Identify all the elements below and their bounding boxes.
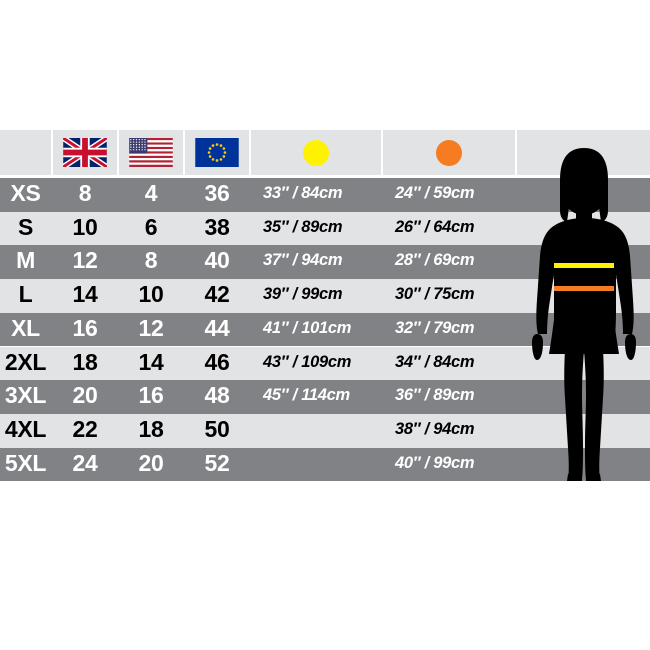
table-cell-size: XL — [0, 312, 51, 344]
column-header-uk — [53, 130, 117, 175]
table-cell-chest: 45″ / 114cm — [251, 380, 381, 412]
column-header-eu — [185, 130, 249, 175]
table-cell-size: 5XL — [0, 447, 51, 479]
table-cell-size: 3XL — [0, 380, 51, 412]
uk-flag-icon — [63, 138, 107, 167]
table-cell-eu: 52 — [185, 447, 249, 479]
table-cell-us: 8 — [119, 245, 183, 277]
table-cell-uk: 8 — [53, 178, 117, 210]
table-cell-chest: 37″ / 94cm — [251, 245, 381, 277]
table-cell-chest: 41″ / 101cm — [251, 312, 381, 344]
table-cell-uk: 12 — [53, 245, 117, 277]
table-cell-us: 20 — [119, 447, 183, 479]
column-header-chest — [251, 130, 381, 175]
table-cell-us: 6 — [119, 211, 183, 243]
table-cell-waist: 34″ / 84cm — [383, 346, 515, 378]
yellow-dot-icon — [303, 139, 329, 166]
table-cell-size: XS — [0, 178, 51, 210]
table-cell-size: 4XL — [0, 413, 51, 446]
table-cell-eu: 42 — [185, 279, 249, 311]
table-cell-waist: 30″ / 75cm — [383, 279, 515, 311]
table-cell-eu: 50 — [185, 413, 249, 446]
eu-flag-icon — [195, 138, 239, 167]
column-header-size — [0, 130, 51, 175]
table-cell-us: 10 — [119, 279, 183, 311]
table-cell-chest — [251, 413, 381, 446]
table-cell-uk: 24 — [53, 447, 117, 479]
table-cell-size: 2XL — [0, 346, 51, 378]
table-cell-chest: 39″ / 99cm — [251, 279, 381, 311]
table-cell-eu: 44 — [185, 312, 249, 344]
table-cell-size: S — [0, 211, 51, 243]
table-cell-us: 14 — [119, 346, 183, 378]
table-cell-size: L — [0, 279, 51, 311]
us-flag-icon — [129, 138, 173, 167]
table-cell-eu: 36 — [185, 178, 249, 210]
table-cell-uk: 18 — [53, 346, 117, 378]
table-cell-eu: 48 — [185, 380, 249, 412]
column-header-us — [119, 130, 183, 175]
female-body-silhouette — [518, 130, 650, 481]
table-cell-waist: 28″ / 69cm — [383, 245, 515, 277]
table-cell-uk: 10 — [53, 211, 117, 243]
size-chart: XS 8 4 36 33″ / 84cm 24″ / 59cm S 10 6 38 35″ / 89… — [0, 130, 650, 482]
table-cell-eu: 38 — [185, 211, 249, 243]
table-cell-waist: 36″ / 89cm — [383, 380, 515, 412]
table-cell-us: 4 — [119, 178, 183, 210]
table-cell-waist: 24″ / 59cm — [383, 178, 515, 210]
table-cell-waist: 40″ / 99cm — [383, 447, 515, 479]
table-cell-eu: 40 — [185, 245, 249, 277]
chest-measure-line — [554, 263, 614, 268]
table-cell-chest: 35″ / 89cm — [251, 211, 381, 243]
table-cell-us: 16 — [119, 380, 183, 412]
table-cell-uk: 22 — [53, 413, 117, 446]
table-cell-uk: 16 — [53, 312, 117, 344]
column-header-waist — [383, 130, 515, 175]
table-cell-uk: 14 — [53, 279, 117, 311]
table-cell-waist: 32″ / 79cm — [383, 312, 515, 344]
table-cell-size: M — [0, 245, 51, 277]
table-cell-us: 12 — [119, 312, 183, 344]
table-cell-chest: 33″ / 84cm — [251, 178, 381, 210]
silhouette-body — [532, 148, 636, 481]
size-table: XS 8 4 36 33″ / 84cm 24″ / 59cm S 10 6 38 35″ / 89… — [0, 130, 650, 481]
table-cell-eu: 46 — [185, 346, 249, 378]
table-cell-us: 18 — [119, 413, 183, 446]
table-cell-waist: 38″ / 94cm — [383, 413, 515, 446]
table-cell-chest: 43″ / 109cm — [251, 346, 381, 378]
table-cell-chest — [251, 447, 381, 479]
table-cell-uk: 20 — [53, 380, 117, 412]
waist-measure-line — [554, 286, 614, 291]
table-cell-waist: 26″ / 64cm — [383, 211, 515, 243]
orange-dot-icon — [436, 139, 462, 166]
